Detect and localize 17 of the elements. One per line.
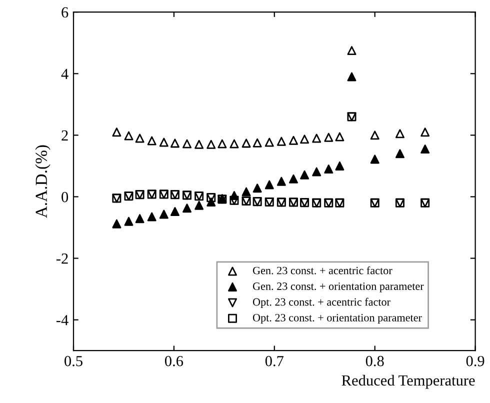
legend-label: Gen. 23 const. + orientation parameter — [252, 282, 424, 292]
y-tick-label: 2 — [62, 130, 68, 140]
x-tick-label: 0.8 — [366, 356, 384, 366]
legend-label: Opt. 23 const. + acentric factor — [252, 298, 390, 308]
y-tick-label: 0 — [62, 192, 68, 202]
x-axis-title: Reduced Temperature — [342, 374, 475, 389]
legend-label: Gen. 23 const. + acentric factor — [252, 266, 392, 274]
x-tick-label: 0.9 — [466, 356, 484, 366]
y-tick-label: 4 — [61, 68, 68, 79]
x-tick-label: 0.6 — [164, 356, 184, 366]
y-tick-label: 6 — [62, 7, 68, 18]
y-tick-label: -2 — [56, 253, 68, 264]
legend-label: Opt. 23 const. + orientation parameter — [252, 314, 422, 324]
x-tick-label: 0.7 — [265, 356, 284, 366]
x-tick-label: 0.5 — [64, 356, 82, 366]
y-tick-label: -4 — [56, 315, 68, 326]
y-axis-title: A.A.D.(%) — [35, 145, 50, 218]
